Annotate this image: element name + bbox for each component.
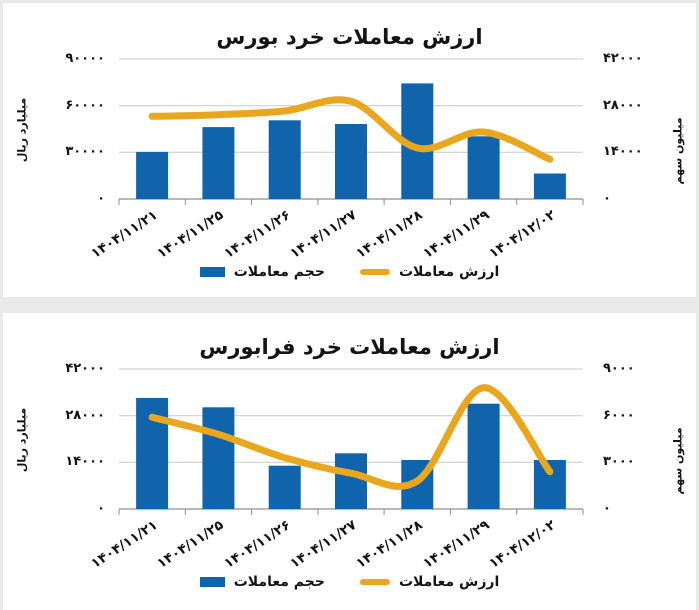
volume-bar bbox=[467, 403, 500, 509]
volume-bar bbox=[533, 173, 566, 199]
value-series-swatch bbox=[359, 269, 390, 275]
right-axis-tick: ۲۸۰۰۰ bbox=[603, 98, 643, 113]
right-axis-tick: ۱۴۰۰۰ bbox=[603, 144, 643, 159]
chart-legend: حجم معاملات ارزش معاملات bbox=[3, 574, 696, 590]
chart-title: ارزش معاملات خرد بورس bbox=[216, 25, 483, 50]
x-axis-date-label: ۱۴۰۴/۱۱/۲۱ bbox=[88, 207, 161, 262]
x-axis-date-label: ۱۴۰۴/۱۱/۲۵ bbox=[154, 517, 227, 572]
volume-bar bbox=[136, 151, 169, 199]
x-axis-date-label: ۱۴۰۴/۱۲/۰۲ bbox=[486, 207, 559, 262]
value-line bbox=[148, 384, 554, 490]
volume-series-label: حجم معاملات bbox=[233, 574, 325, 590]
right-axis-unit-label: میلیون سهم bbox=[671, 117, 685, 185]
volume-bar bbox=[335, 453, 367, 509]
left-axis-tick: ۰ bbox=[97, 501, 105, 516]
farabourse-chart-panel: ارزش معاملات خرد فرابورس ۴۲۰۰۰ ۲۸۰۰۰ ۱۴۰… bbox=[3, 313, 696, 610]
value-series-label: ارزش معاملات bbox=[398, 264, 500, 280]
bourse-plot bbox=[118, 58, 584, 205]
right-axis-tick: ۰ bbox=[603, 191, 611, 206]
value-series-swatch bbox=[359, 579, 390, 585]
x-axis-date-label: ۱۴۰۴/۱۱/۲۷ bbox=[287, 207, 360, 262]
right-axis-tick: ۰ bbox=[603, 501, 611, 516]
x-axis-date-label: ۱۴۰۴/۱۱/۲۹ bbox=[420, 517, 493, 572]
right-axis-tick: ۶۰۰۰ bbox=[603, 408, 635, 423]
left-axis-tick: ۴۲۰۰۰ bbox=[65, 361, 105, 376]
x-axis-date-label: ۱۴۰۴/۱۱/۲۸ bbox=[353, 207, 426, 262]
chart-title: ارزش معاملات خرد فرابورس bbox=[199, 335, 500, 360]
left-axis-unit-label: میلیارد ریال bbox=[15, 97, 29, 163]
left-axis-tick: ۳۰۰۰۰ bbox=[65, 144, 105, 159]
x-axis-date-label: ۱۴۰۴/۱۱/۲۱ bbox=[88, 517, 161, 572]
volume-bar bbox=[202, 407, 235, 509]
volume-bar bbox=[268, 120, 301, 199]
left-axis-unit-label: میلیارد ریال bbox=[15, 407, 29, 473]
left-axis-tick: ۶۰۰۰۰ bbox=[65, 98, 105, 113]
right-axis-tick: ۹۰۰۰ bbox=[603, 361, 635, 376]
value-series-label: ارزش معاملات bbox=[398, 574, 500, 590]
value-line bbox=[148, 96, 554, 163]
volume-bar bbox=[335, 124, 367, 199]
right-axis-tick: ۳۰۰۰ bbox=[603, 454, 635, 469]
left-axis-tick: ۹۰۰۰۰ bbox=[65, 51, 105, 66]
volume-bar bbox=[467, 136, 500, 199]
right-axis-tick: ۴۲۰۰۰ bbox=[603, 51, 643, 66]
left-axis-tick: ۱۴۰۰۰ bbox=[65, 454, 105, 469]
volume-series-swatch bbox=[199, 577, 225, 587]
x-axis-date-label: ۱۴۰۴/۱۱/۲۹ bbox=[420, 207, 493, 262]
x-axis-date-label: ۱۴۰۴/۱۱/۲۶ bbox=[221, 207, 294, 262]
left-axis-tick: ۲۸۰۰۰ bbox=[65, 408, 105, 423]
volume-bar bbox=[202, 127, 235, 199]
right-axis-unit-label: میلیون سهم bbox=[671, 427, 685, 495]
bourse-chart-panel: ارزش معاملات خرد بورس ۹۰۰۰۰ ۶۰۰۰۰ ۳۰۰۰۰ … bbox=[3, 3, 696, 297]
volume-bar bbox=[268, 465, 301, 509]
x-axis-date-label: ۱۴۰۴/۱۲/۰۲ bbox=[486, 517, 559, 572]
farabourse-plot bbox=[118, 368, 584, 515]
x-axis-date-label: ۱۴۰۴/۱۱/۲۸ bbox=[353, 517, 426, 572]
x-axis-date-label: ۱۴۰۴/۱۱/۲۵ bbox=[154, 207, 227, 262]
volume-series-label: حجم معاملات bbox=[233, 264, 325, 280]
x-axis-date-label: ۱۴۰۴/۱۱/۲۷ bbox=[287, 517, 360, 572]
left-axis-tick: ۰ bbox=[97, 191, 105, 206]
volume-series-swatch bbox=[199, 267, 225, 277]
x-axis-date-label: ۱۴۰۴/۱۱/۲۶ bbox=[221, 517, 294, 572]
chart-legend: حجم معاملات ارزش معاملات bbox=[3, 264, 696, 280]
